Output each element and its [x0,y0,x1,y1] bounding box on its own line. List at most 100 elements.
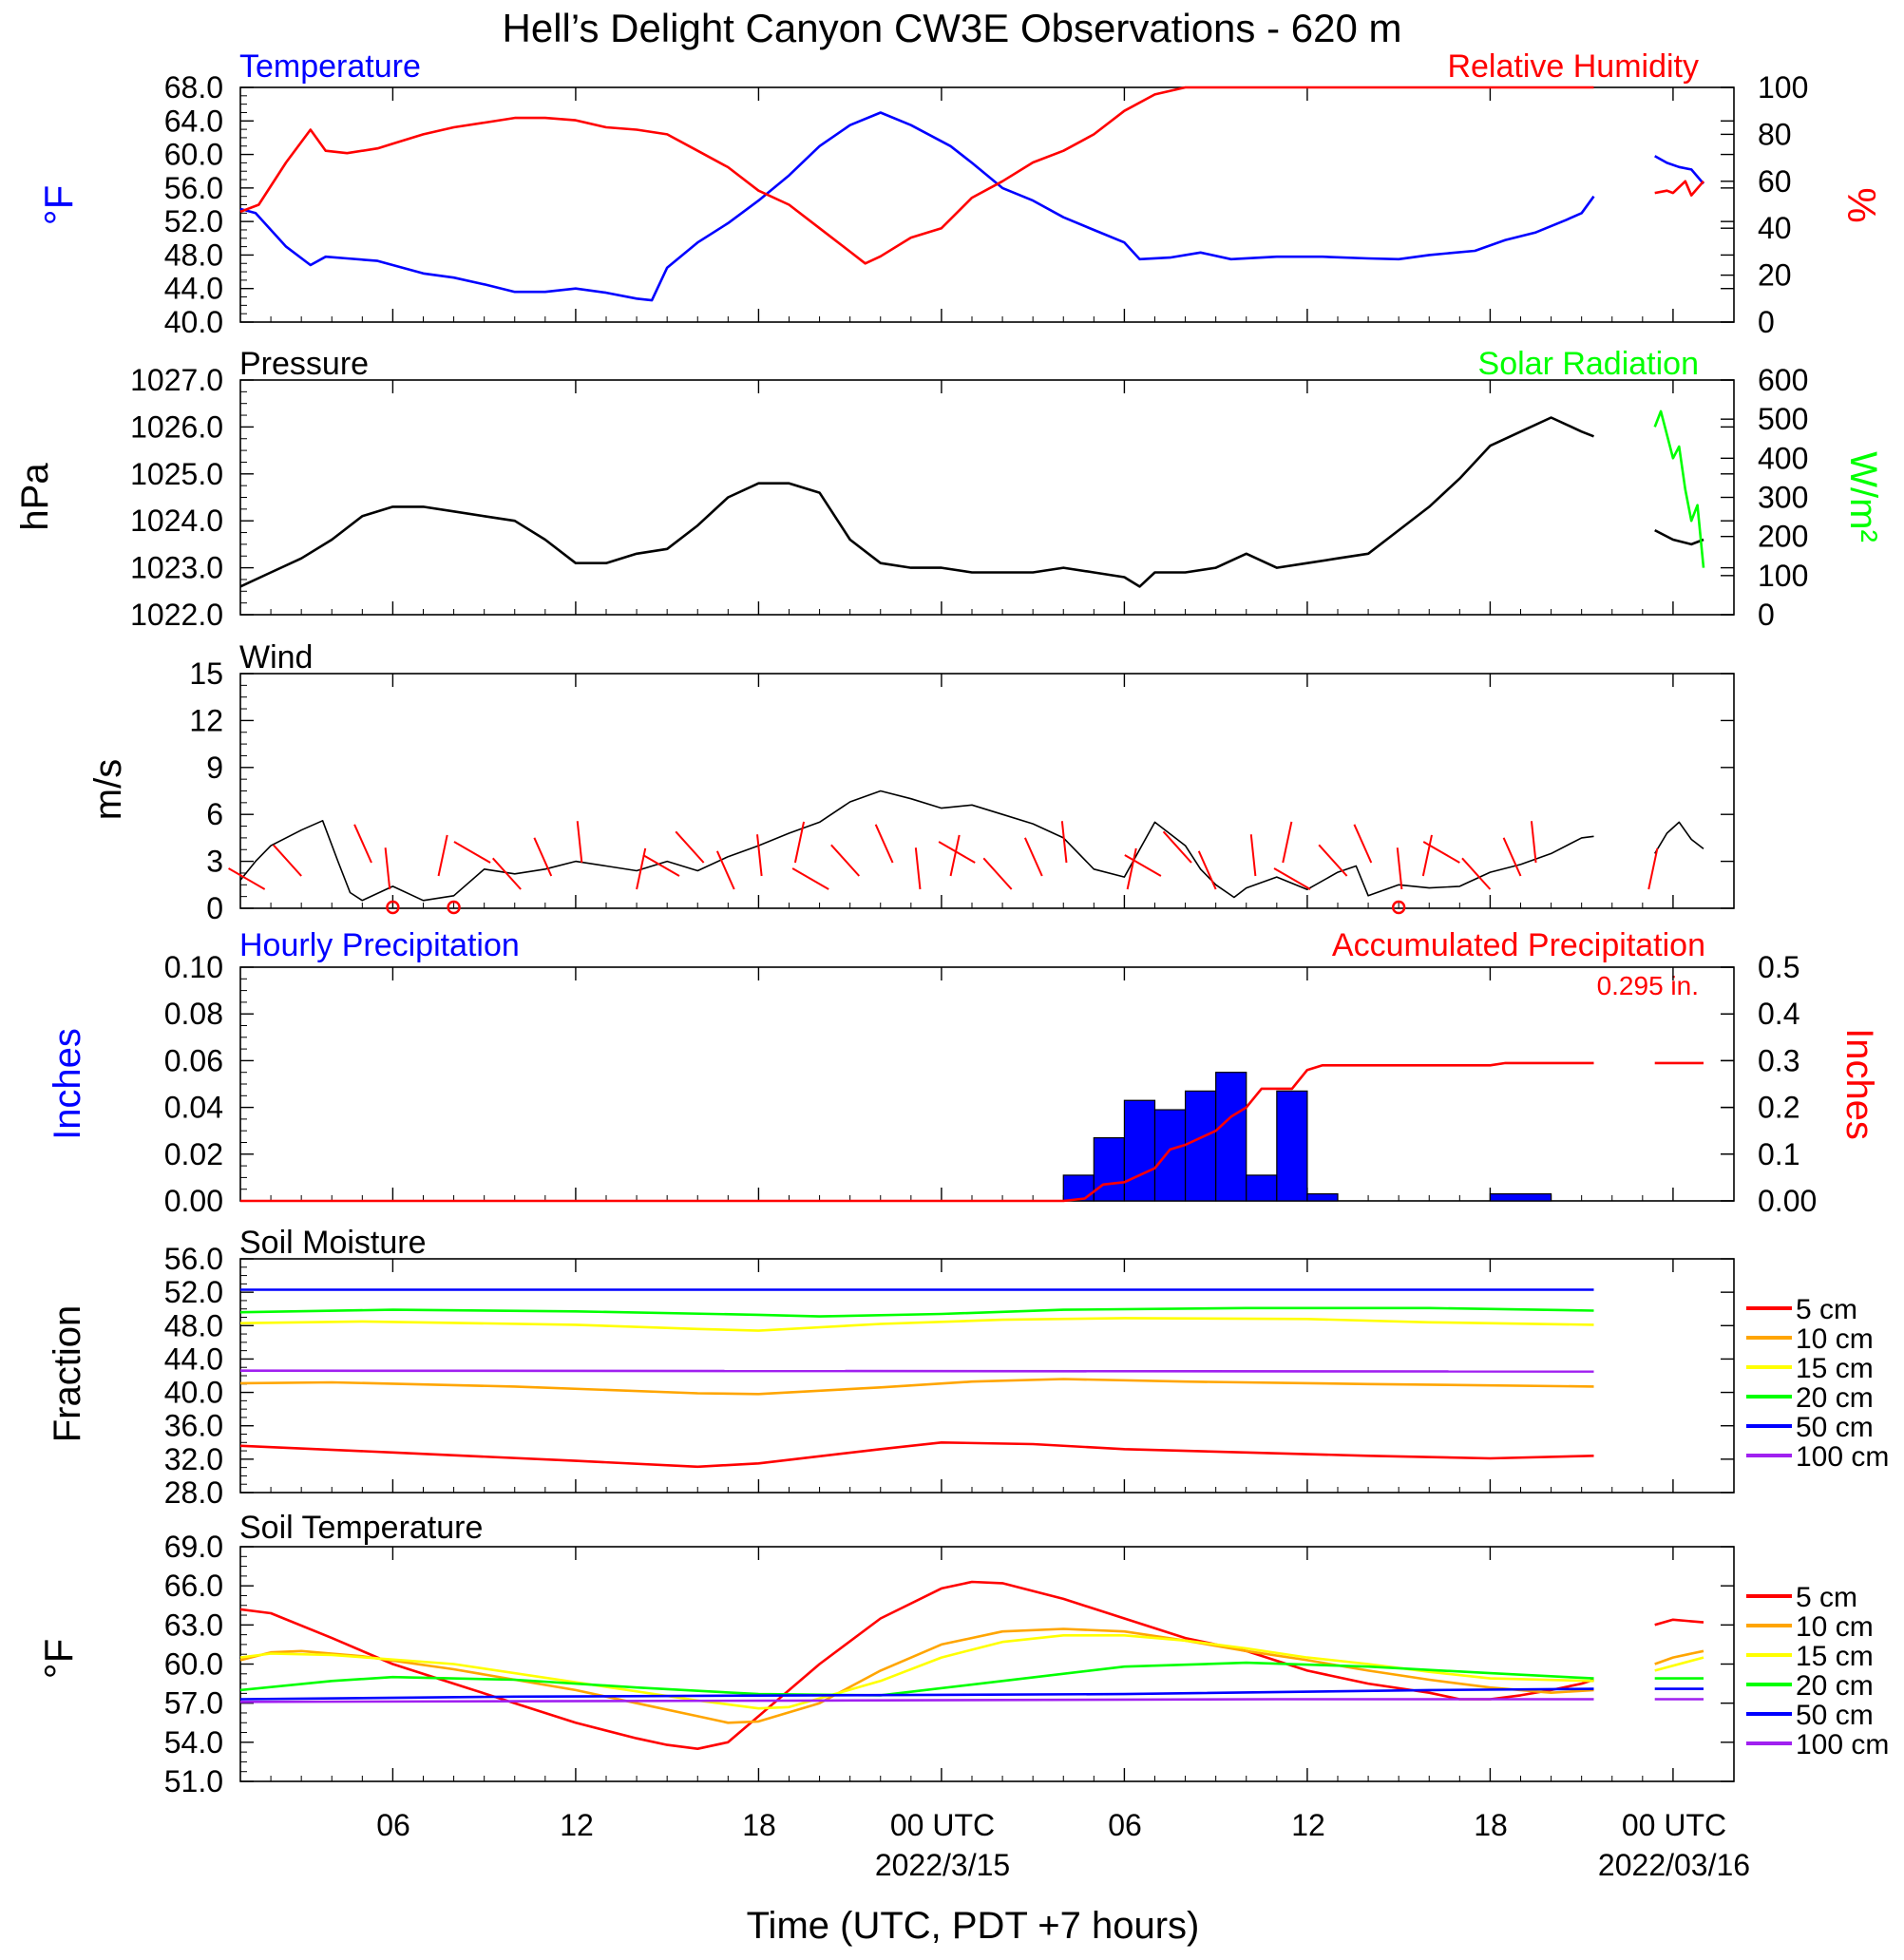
wind-barb [1060,821,1068,864]
precip-bar [1276,1090,1308,1202]
precip-bar [1489,1193,1552,1202]
y-tick-label: 28.0 [164,1475,223,1510]
wind-barb [1126,847,1137,890]
series-line [1654,155,1704,185]
x-tick-label: 18 [1474,1808,1508,1842]
y-right-tick-label: 300 [1758,481,1808,515]
10-cm-series-line [1654,1649,1704,1665]
y-tick-label: 0.08 [164,997,223,1031]
series-line [1653,409,1705,568]
precip-bar [1123,1099,1156,1202]
calm-wind-marker [447,900,461,915]
y-right-tick-label: 200 [1758,520,1808,554]
precip-bar [1306,1193,1339,1202]
wind-barb [793,821,806,864]
y-tick-label: 0.00 [164,1184,223,1218]
precip-bar [1215,1072,1247,1202]
y-tick-label: 44.0 [164,272,223,306]
y-right-tick-label: 0.4 [1758,997,1799,1031]
hourly-precip-axis-label: Inches [47,1028,88,1140]
wind-barb [791,867,829,890]
y-tick-label: 1026.0 [130,409,223,444]
y-right-tick-label: 500 [1758,402,1808,436]
x-tick-label: 00 UTC [1622,1808,1726,1842]
wind-barb [1124,854,1162,877]
wind-barb [1422,841,1460,864]
wind-barb [272,844,302,877]
wind-title: Wind [239,639,313,676]
y-tick-label: 57.0 [164,1686,223,1721]
y-tick-label: 32.0 [164,1442,223,1476]
y-tick-label: 0.06 [164,1043,223,1077]
y-tick-label: 6 [206,797,223,831]
y-tick-label: 60.0 [164,138,223,172]
wind-barb [1502,837,1522,877]
calm-wind-marker [1391,900,1406,915]
y-tick-label: 51.0 [164,1764,223,1798]
series-line [1654,821,1704,854]
solar-axis-label: W/m² [1842,451,1884,542]
10-cm-series-line [239,1627,1594,1724]
accumulated-precip-axis-label: Inches [1838,1028,1880,1140]
humidity-axis-label: % [1839,187,1884,222]
panel-frame [239,379,1735,616]
wind-barb [1197,850,1217,890]
panel-soil-temperature: Soil Temperature °F [36,1510,483,1679]
panel-soil-moisture: Soil Moisture Fraction [47,1225,427,1442]
x-tick-label: 12 [560,1808,594,1842]
temperature-title: Temperature [239,48,421,85]
wind-barb [642,854,680,877]
chart-title: Hell’s Delight Canyon CW3E Observations … [503,6,1402,50]
y-right-tick-label: 60 [1758,164,1792,199]
wind-barb [1530,821,1537,864]
wind-barb [453,841,491,864]
100-cm-series-line [239,1698,1594,1703]
legend-label: 50 cm [1796,1700,1874,1731]
y-tick-label: 40.0 [164,1376,223,1410]
wind-barb [756,834,763,877]
accumulated-precip-title: Accumulated Precipitation [1332,927,1705,963]
5-cm-series-line [239,1580,1594,1750]
wind-barb [1273,867,1311,890]
soil-moisture-title: Soil Moisture [239,1225,427,1261]
panel-frame [239,673,1735,909]
wind-barb [830,844,861,877]
wind-barb [715,850,735,890]
x-tick-label: 18 [742,1808,776,1842]
wind-barb [228,867,266,890]
y-right-tick-label: 100 [1758,70,1808,105]
soil-moisture-axis-label: Fraction [47,1305,88,1443]
y-tick-label: 0.04 [164,1091,223,1125]
series-line [239,416,1594,588]
100-cm-series-line [239,1369,1594,1373]
hourly-precip-title: Hourly Precipitation [239,927,520,963]
y-right-tick-label: 80 [1758,117,1792,151]
y-tick-label: 66.0 [164,1569,223,1603]
wind-barb [1421,834,1433,877]
20-cm-series-line [239,1306,1594,1318]
y-right-tick-label: 600 [1758,363,1808,397]
x-tick-label: 06 [1108,1808,1142,1842]
wind-barb [1461,857,1492,890]
y-tick-label: 1025.0 [130,457,223,491]
y-right-tick-label: 0.00 [1758,1184,1817,1218]
y-tick-label: 1022.0 [130,598,223,632]
legend-label: 15 cm [1796,1353,1874,1384]
wind-barb [384,847,391,890]
temperature-axis-label: °F [36,185,81,225]
wind-barb [1396,847,1403,890]
wind-barb [1162,830,1192,864]
y-tick-label: 64.0 [164,104,223,138]
wind-barb [1353,824,1373,864]
date-label: 2022/03/16 [1598,1848,1750,1882]
15-cm-series-line [1654,1656,1704,1672]
wind-barb [1249,834,1257,877]
y-right-tick-label: 40 [1758,211,1792,245]
wind-barb [491,857,522,890]
wind-barb [675,830,705,864]
soil-temperature-title: Soil Temperature [239,1510,483,1546]
y-right-tick-label: 20 [1758,258,1792,293]
y-tick-label: 0.10 [164,950,223,984]
